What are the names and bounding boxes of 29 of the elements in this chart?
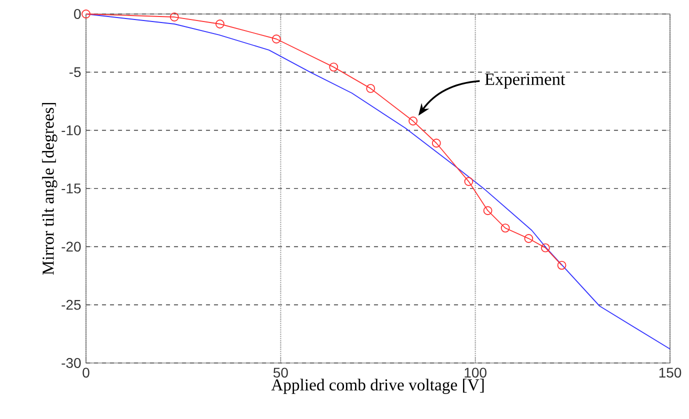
x-tick-label: 150 bbox=[659, 368, 682, 378]
x-tick-label: 50 bbox=[273, 368, 288, 378]
y-tick-label: -15 bbox=[62, 184, 81, 194]
point bbox=[483, 206, 492, 216]
point bbox=[329, 62, 338, 72]
point bbox=[540, 243, 550, 252]
x-axis-title: Applied comb drive voltage [V] bbox=[271, 378, 484, 394]
y-tick-label: -20 bbox=[62, 242, 81, 252]
y-tick-label: -25 bbox=[62, 300, 81, 310]
point bbox=[524, 234, 534, 243]
y-tick-label: -10 bbox=[62, 125, 81, 136]
x-tick-label: 100 bbox=[464, 368, 486, 378]
point bbox=[366, 84, 376, 93]
point bbox=[464, 177, 474, 186]
point bbox=[215, 20, 224, 28]
y-tick-label: 0 bbox=[74, 9, 81, 19]
point bbox=[408, 116, 418, 126]
point bbox=[272, 34, 281, 44]
y-tick-label: -5 bbox=[69, 67, 81, 78]
point bbox=[82, 10, 90, 18]
y-tick-label: -30 bbox=[62, 358, 81, 368]
text: Experiment bbox=[484, 73, 566, 89]
point bbox=[170, 12, 179, 22]
point bbox=[557, 260, 566, 270]
line-series bbox=[86, 14, 670, 350]
point bbox=[500, 224, 510, 233]
point bbox=[432, 138, 441, 148]
x-tick-label: 0 bbox=[82, 368, 90, 378]
y-axis-title: Mirror tilt angle [degrees] bbox=[42, 102, 58, 275]
